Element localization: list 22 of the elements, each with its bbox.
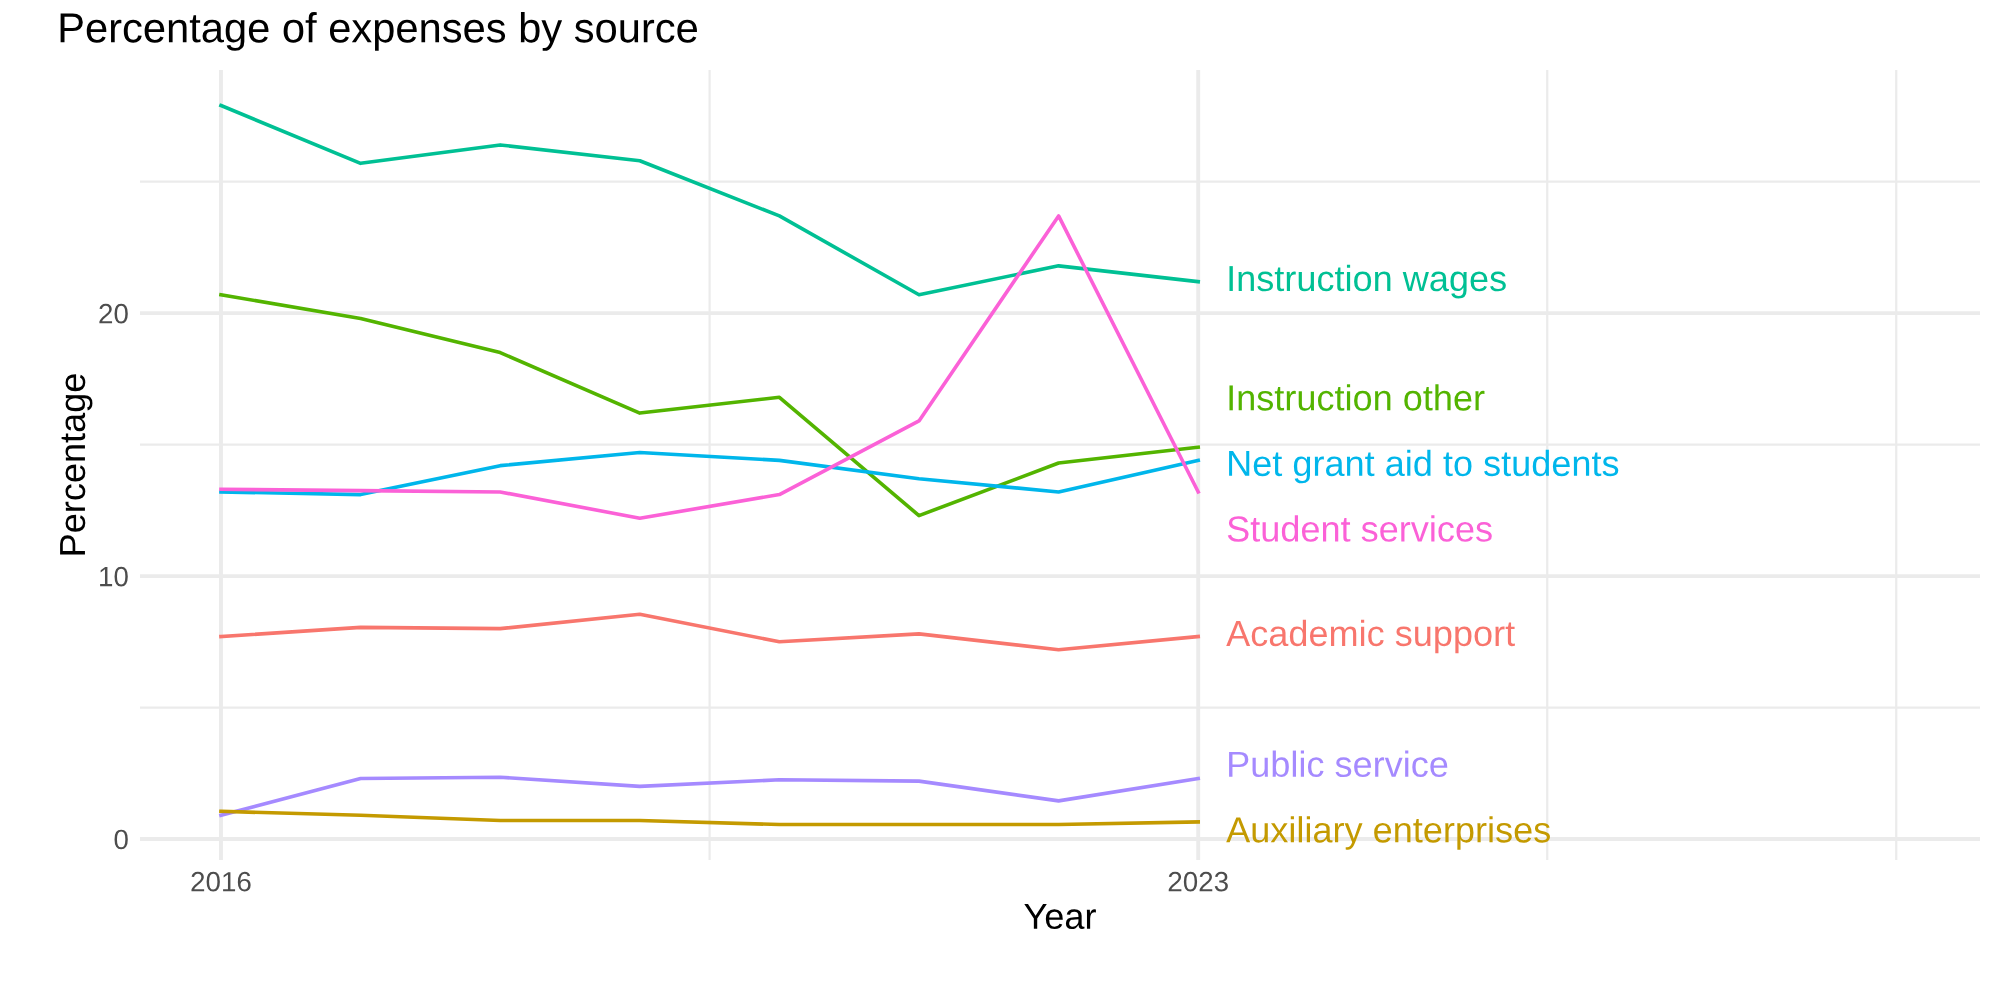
y-tick-label: 0 bbox=[114, 829, 128, 850]
series-label: Auxiliary enterprises bbox=[1226, 816, 1550, 850]
line-series bbox=[219, 612, 1201, 652]
y-tick-label: 10 bbox=[100, 566, 128, 587]
line-series bbox=[219, 809, 1201, 827]
line-series bbox=[219, 450, 1201, 497]
series-label: Public service bbox=[1229, 750, 1448, 778]
y-tick-label: 20 bbox=[99, 303, 128, 324]
chart-title: Percentage of expenses by source bbox=[60, 12, 697, 51]
series-label: Instruction other bbox=[1229, 384, 1485, 411]
series-label: Academic support bbox=[1226, 619, 1515, 654]
x-tick-label: 2023 bbox=[1168, 871, 1228, 892]
series-label: Student services bbox=[1227, 515, 1492, 542]
y-axis-title: Percentage bbox=[60, 374, 93, 555]
x-axis-title: Year bbox=[1024, 903, 1096, 930]
x-tick-label: 2016 bbox=[191, 871, 251, 892]
line-series bbox=[219, 775, 1201, 818]
series-label: Instruction wages bbox=[1229, 264, 1506, 299]
line-series bbox=[219, 292, 1201, 518]
series-label: Net grant aid to students bbox=[1229, 449, 1619, 484]
line-series bbox=[219, 103, 1201, 297]
line-series bbox=[219, 214, 1201, 521]
